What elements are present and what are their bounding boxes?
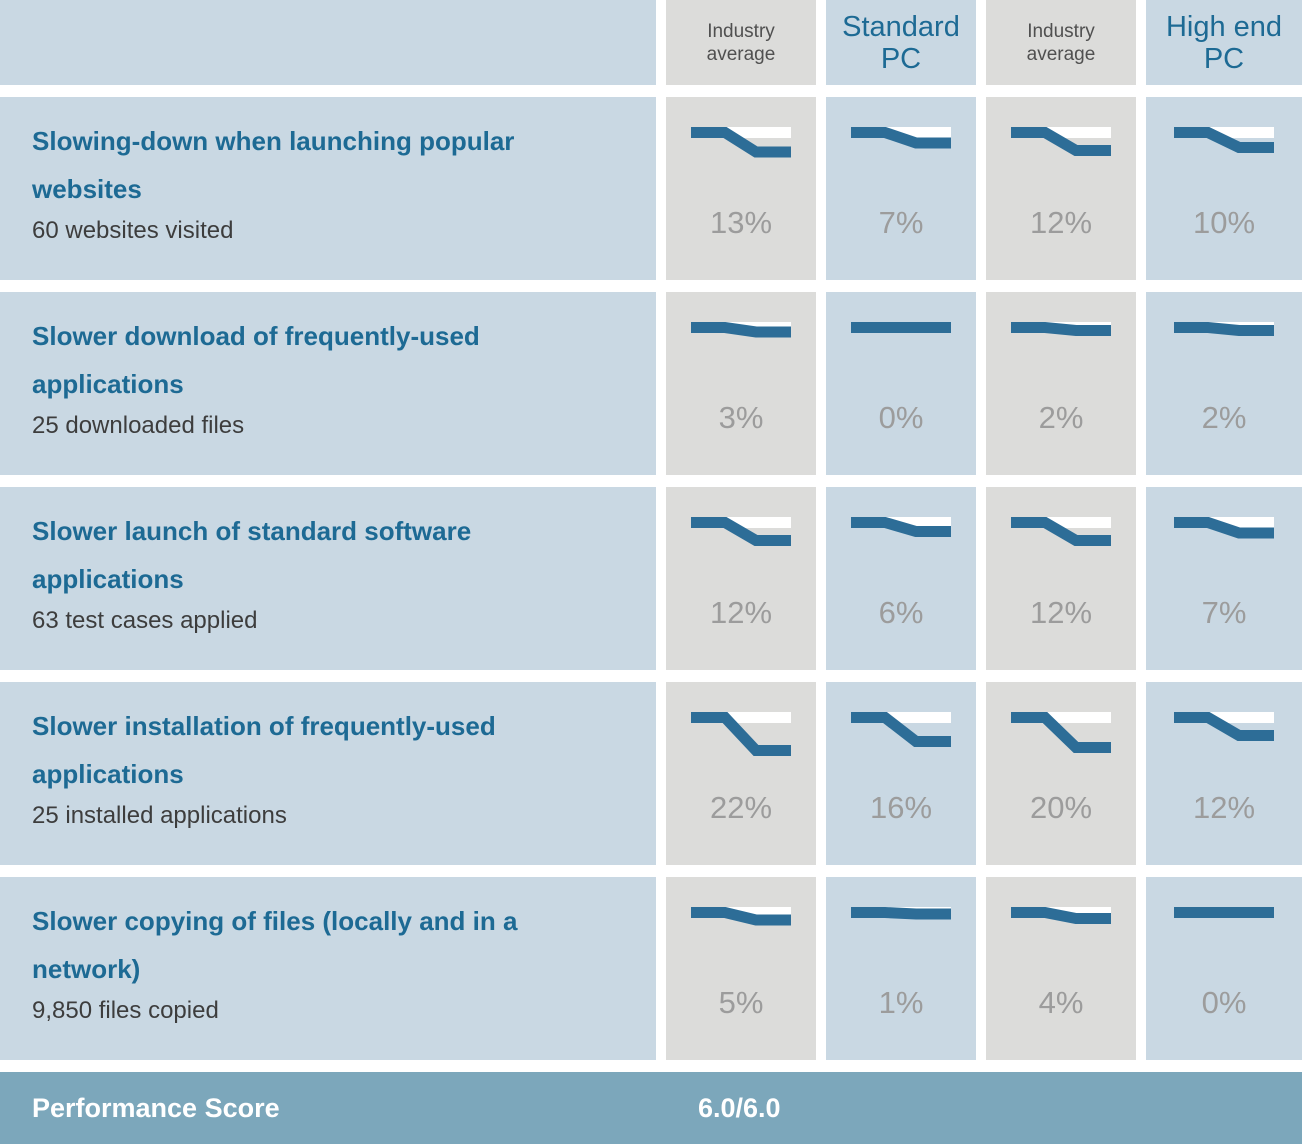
slowdown-sparkline-chart (691, 517, 791, 546)
column-header-label: Standard PC (842, 10, 960, 75)
test-sample-size: 60 websites visited (32, 217, 234, 244)
slowdown-sparkline-chart (1011, 322, 1111, 336)
slowdown-percentage: 0% (878, 400, 924, 435)
slowdown-percentage: 13% (709, 205, 773, 240)
slowdown-percentage: 2% (1201, 400, 1247, 435)
result-cell: 1% (826, 877, 976, 1060)
result-cell: 13% (666, 97, 816, 280)
slowdown-percentage: 0% (1201, 985, 1247, 1020)
column-header-label: Industry average (1026, 20, 1096, 65)
test-title: Slowing-down when launching popular webs… (32, 126, 515, 204)
result-cell: 12% (1146, 682, 1302, 865)
performance-table: Industry average Standard PC Industry aver… (0, 0, 1302, 1060)
result-cell: 16% (826, 682, 976, 865)
slowdown-percentage: 12% (709, 595, 773, 630)
result-cell: 7% (826, 97, 976, 280)
result-cell: 12% (986, 97, 1136, 280)
slowdown-sparkline-chart (1174, 322, 1274, 336)
result-cell: 0% (1146, 877, 1302, 1060)
performance-score-bar: Performance Score 6.0/6.0 (0, 1072, 1302, 1144)
test-title: Slower launch of standard software appli… (32, 516, 472, 594)
slowdown-percentage: 10% (1192, 205, 1256, 240)
slowdown-percentage: 7% (878, 205, 924, 240)
slowdown-sparkline-chart (851, 322, 951, 333)
column-header: Standard PC (826, 0, 976, 85)
test-row-label-cell: Slower download of frequently-used appli… (0, 292, 656, 475)
column-header: Industry average (666, 0, 816, 85)
result-cell: 2% (1146, 292, 1302, 475)
column-header: High end PC (1146, 0, 1302, 85)
slowdown-percentage: 12% (1029, 595, 1093, 630)
slowdown-sparkline-chart (1174, 517, 1274, 539)
slowdown-percentage: 6% (878, 595, 924, 630)
slowdown-sparkline-chart (691, 907, 791, 926)
test-row-label-cell: Slower installation of frequently-used a… (0, 682, 656, 865)
performance-score-label: Performance Score (32, 1092, 280, 1123)
slowdown-sparkline-chart (1174, 127, 1274, 153)
test-title: Slower installation of frequently-used a… (32, 711, 496, 789)
result-cell: 20% (986, 682, 1136, 865)
slowdown-sparkline-chart (691, 712, 791, 756)
slowdown-percentage: 16% (869, 790, 933, 825)
slowdown-sparkline-chart (851, 907, 951, 920)
column-header-label: Industry average (706, 20, 776, 65)
slowdown-sparkline-chart (1011, 907, 1111, 924)
result-cell: 6% (826, 487, 976, 670)
slowdown-sparkline-chart (1011, 712, 1111, 753)
column-header: Industry average (986, 0, 1136, 85)
slowdown-percentage: 22% (709, 790, 773, 825)
performance-score-value: 6.0/6.0 (698, 1092, 781, 1123)
slowdown-sparkline-chart (1174, 712, 1274, 741)
slowdown-sparkline-chart (851, 517, 951, 537)
slowdown-percentage: 4% (1038, 985, 1084, 1020)
result-cell: 0% (826, 292, 976, 475)
result-cell: 12% (986, 487, 1136, 670)
test-title: Slower copying of files (locally and in … (32, 906, 518, 984)
slowdown-percentage: 20% (1029, 790, 1093, 825)
slowdown-percentage: 12% (1192, 790, 1256, 825)
slowdown-sparkline-chart (1174, 907, 1274, 918)
result-cell: 7% (1146, 487, 1302, 670)
column-header-label: High end PC (1165, 10, 1283, 75)
result-cell: 10% (1146, 97, 1302, 280)
slowdown-percentage: 1% (878, 985, 924, 1020)
result-cell: 4% (986, 877, 1136, 1060)
slowdown-percentage: 5% (718, 985, 764, 1020)
slowdown-sparkline-chart (1011, 517, 1111, 546)
result-cell: 5% (666, 877, 816, 1060)
result-cell: 3% (666, 292, 816, 475)
test-row-label-cell: Slower launch of standard software appli… (0, 487, 656, 670)
slowdown-sparkline-chart (851, 127, 951, 149)
slowdown-sparkline-chart (1011, 127, 1111, 156)
slowdown-percentage: 2% (1038, 400, 1084, 435)
test-sample-size: 9,850 files copied (32, 997, 219, 1024)
slowdown-percentage: 7% (1201, 595, 1247, 630)
test-row-label-cell: Slowing-down when launching popular webs… (0, 97, 656, 280)
header-corner-cell (0, 0, 656, 85)
test-row-label-cell: Slower copying of files (locally and in … (0, 877, 656, 1060)
test-sample-size: 25 installed applications (32, 802, 287, 829)
slowdown-percentage: 3% (718, 400, 764, 435)
slowdown-percentage: 12% (1029, 205, 1093, 240)
slowdown-sparkline-chart (851, 712, 951, 747)
slowdown-sparkline-chart (691, 127, 791, 158)
test-sample-size: 25 downloaded files (32, 412, 245, 439)
test-sample-size: 63 test cases applied (32, 607, 258, 634)
result-cell: 22% (666, 682, 816, 865)
result-cell: 12% (666, 487, 816, 670)
test-title: Slower download of frequently-used appli… (32, 321, 480, 399)
result-cell: 2% (986, 292, 1136, 475)
slowdown-sparkline-chart (691, 322, 791, 338)
